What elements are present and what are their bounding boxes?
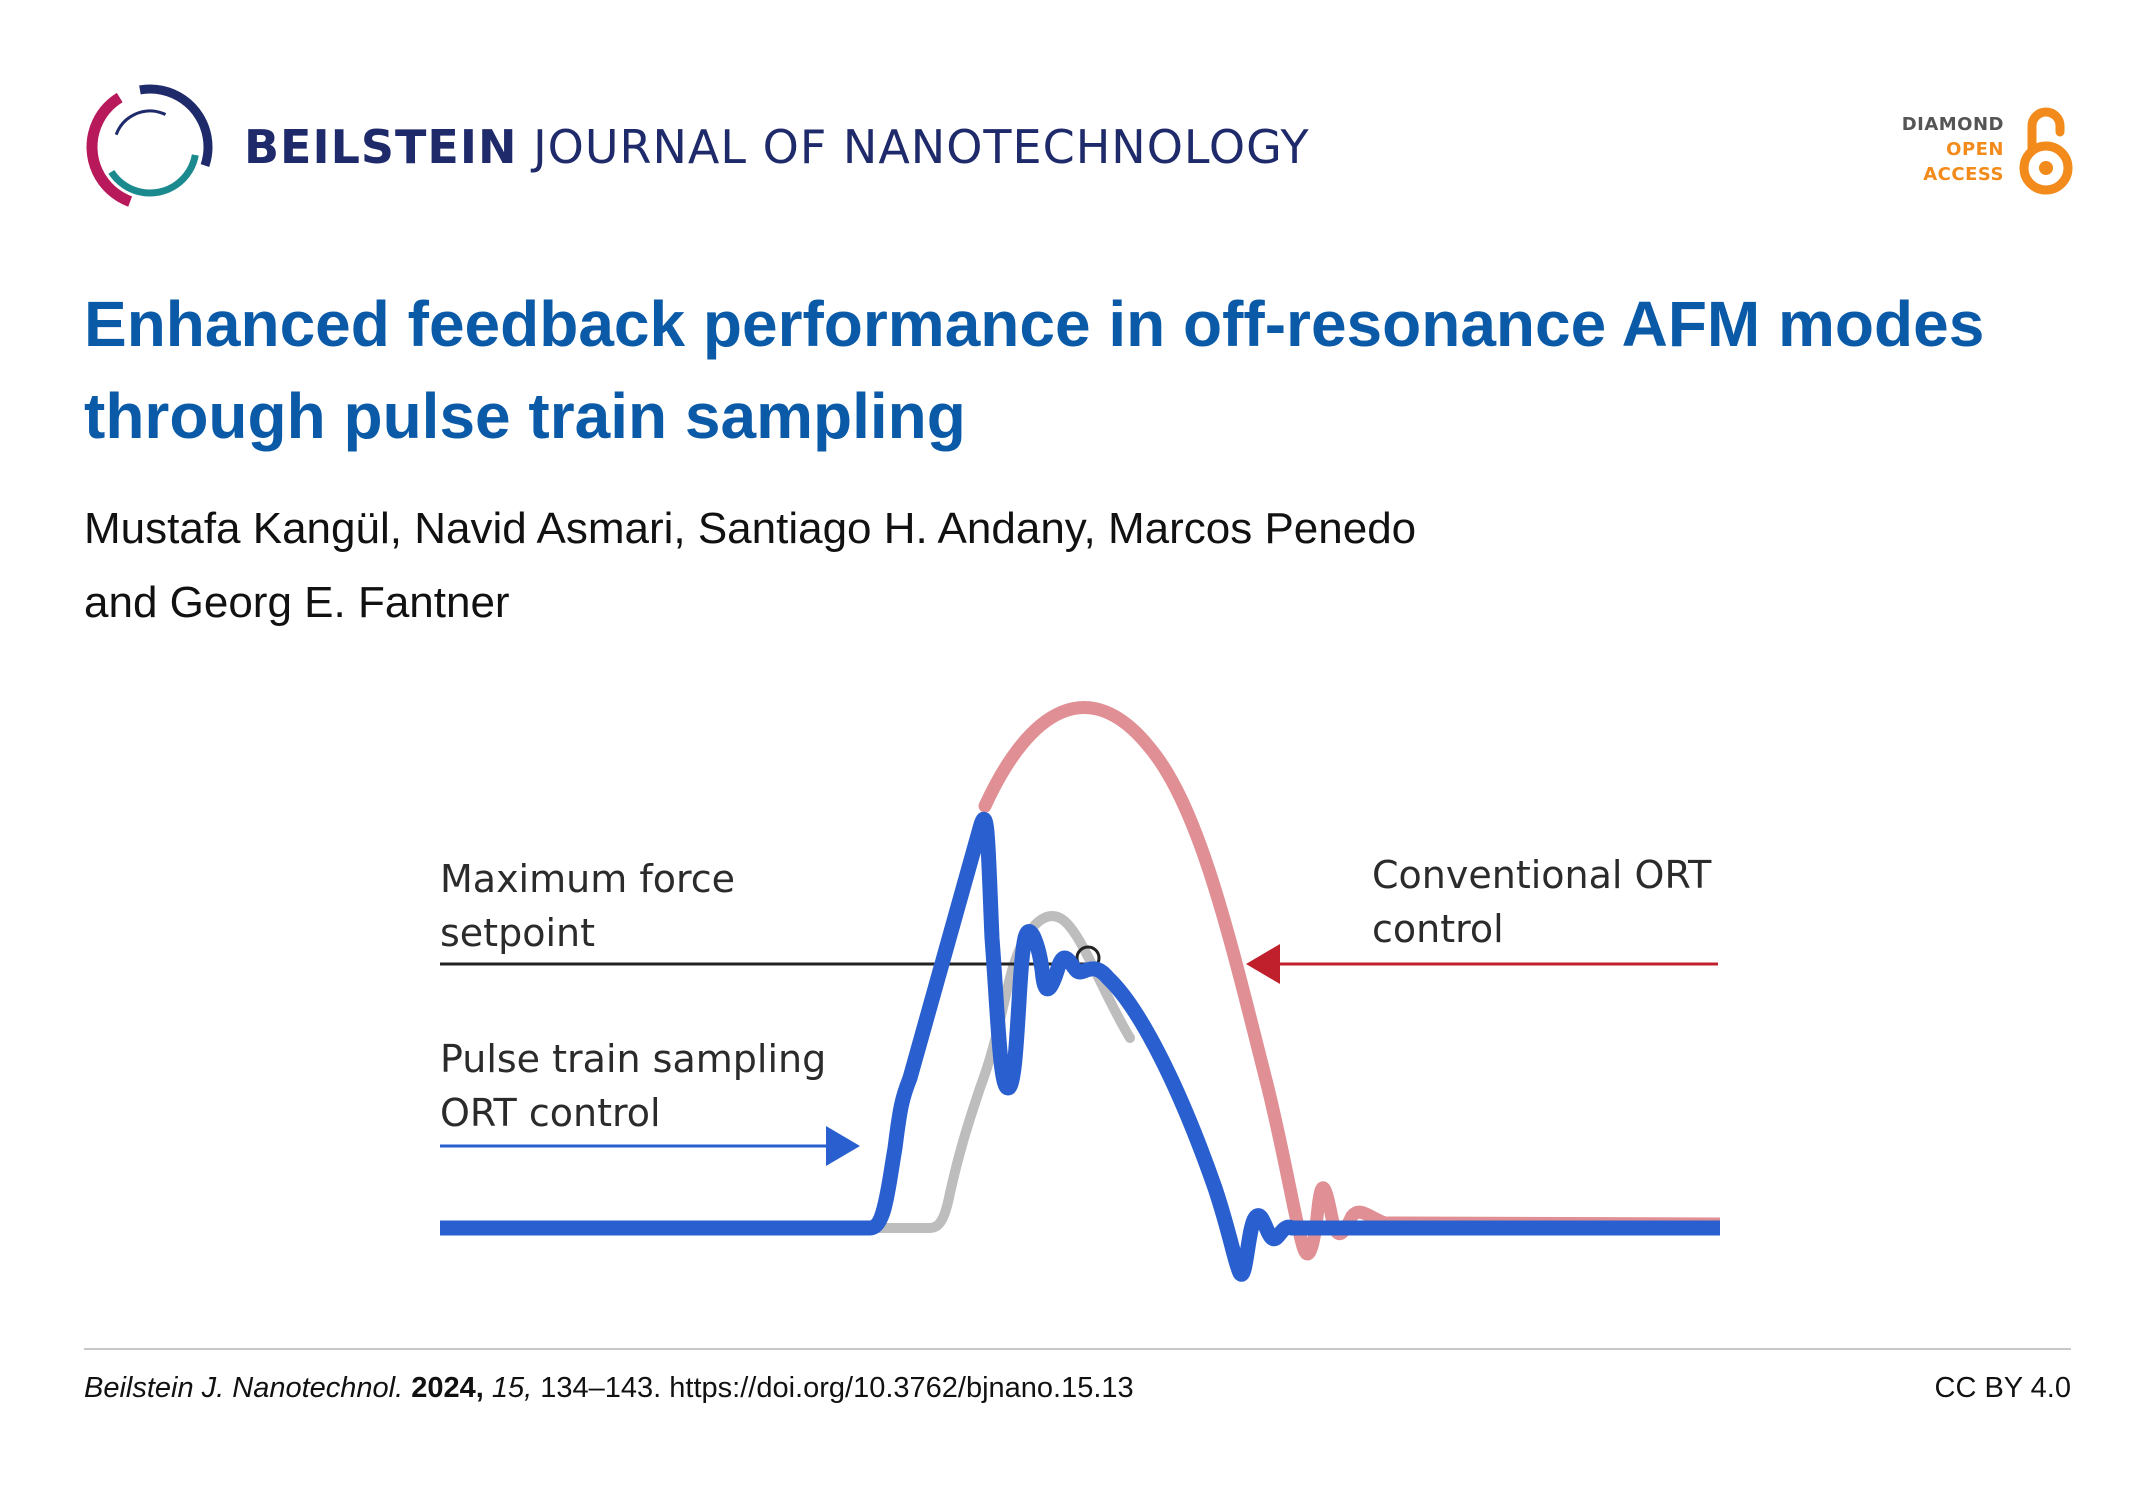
conventional-label-line-2: control xyxy=(1372,907,1504,951)
conventional-arrow-head xyxy=(1246,944,1280,984)
open-lock-icon xyxy=(2019,107,2073,195)
license-label[interactable]: CC BY 4.0 xyxy=(1934,1372,2071,1404)
conventional-label-line-1: Conventional ORT xyxy=(1372,853,1712,897)
citation-year: 2024, xyxy=(411,1372,484,1404)
badge-line-3: ACCESS xyxy=(1923,164,2004,185)
journal-name-bold: BEILSTEIN xyxy=(244,120,518,174)
setpoint-label-line-2: setpoint xyxy=(440,911,595,955)
diamond-open-access-badge: DIAMOND OPEN ACCESS xyxy=(1884,104,2074,196)
beilstein-logo-icon xyxy=(86,83,214,211)
journal-abbrev: Beilstein J. Nanotechnol. xyxy=(84,1372,404,1404)
authors-line-1: Mustafa Kangül, Navid Asmari, Santiago H… xyxy=(84,504,1417,553)
journal-name-light: JOURNAL OF NANOTECHNOLOGY xyxy=(533,120,1310,174)
journal-header: BEILSTEIN JOURNAL OF NANOTECHNOLOGY DIAM… xyxy=(84,82,2074,212)
badge-line-2: OPEN xyxy=(1946,139,2004,160)
ort-control-diagram: Maximum force setpoint Pulse train sampl… xyxy=(432,701,1728,1282)
graphical-abstract-figure: Maximum force setpoint Pulse train sampl… xyxy=(432,688,1728,1298)
citation-pages-doi[interactable]: 134–143. https://doi.org/10.3762/bjnano.… xyxy=(540,1372,1134,1404)
badge-line-1: DIAMOND xyxy=(1901,114,2004,135)
pulse-arrow-head xyxy=(826,1126,860,1166)
citation-volume: 15, xyxy=(491,1372,533,1404)
citation-footer: Beilstein J. Nanotechnol. 2024, 15, 134–… xyxy=(84,1372,2071,1405)
pulse-label-line-1: Pulse train sampling xyxy=(440,1037,826,1081)
article-title: Enhanced feedback performance in off-res… xyxy=(84,288,1985,452)
authors-line-2: and Georg E. Fantner xyxy=(84,578,510,627)
setpoint-label-line-1: Maximum force xyxy=(440,857,735,901)
footer-divider xyxy=(84,1348,2071,1350)
article-authors: Mustafa Kangül, Navid Asmari, Santiago H… xyxy=(84,492,1884,640)
journal-name: BEILSTEIN JOURNAL OF NANOTECHNOLOGY xyxy=(244,120,1310,174)
pulse-train-trace xyxy=(432,811,1728,1282)
pulse-label-line-2: ORT control xyxy=(440,1091,661,1135)
